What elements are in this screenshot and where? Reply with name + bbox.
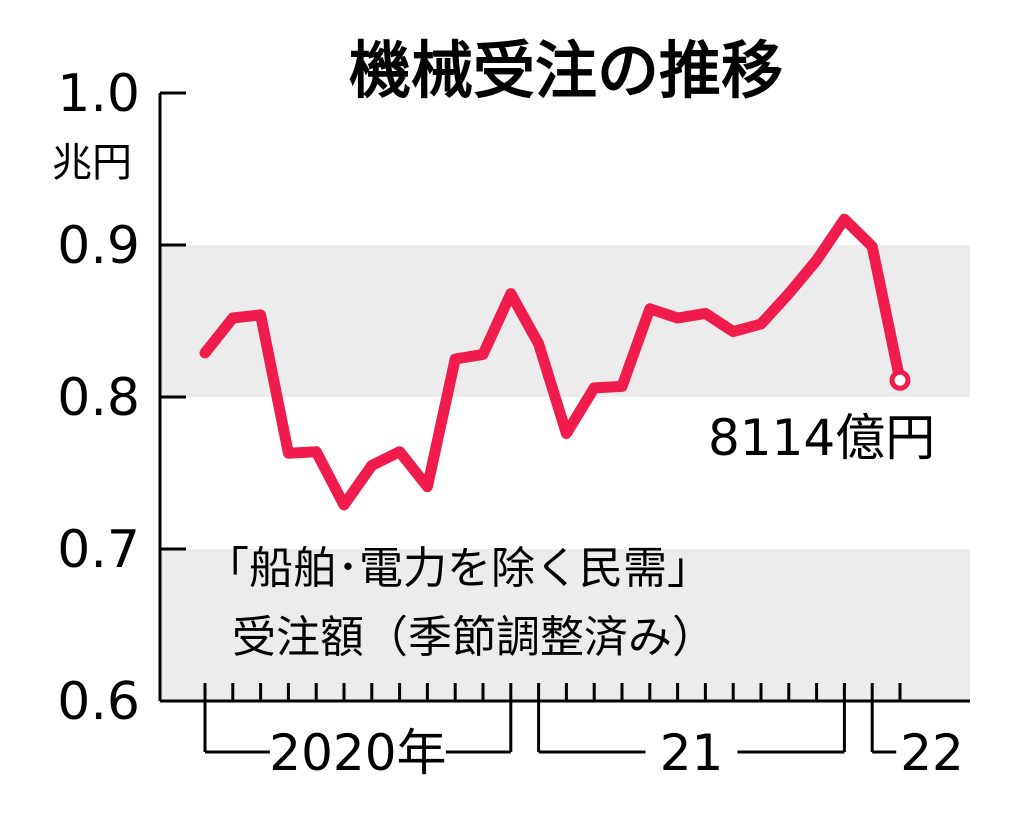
x-group-label-2: 22 bbox=[900, 724, 964, 782]
shaded-bands bbox=[160, 245, 970, 701]
x-group-0: 2020年 bbox=[203, 701, 513, 782]
y-axis-unit: 兆円 bbox=[52, 140, 132, 186]
last-data-point bbox=[889, 369, 911, 391]
note-line-2: 受注額（季節調整済み） bbox=[232, 612, 716, 663]
x-group-label-0: 2020年 bbox=[269, 724, 446, 782]
y-tick-label-3: 0.7 bbox=[57, 520, 140, 580]
chart-title: 機械受注の推移 bbox=[349, 34, 783, 107]
shaded-band-0 bbox=[160, 245, 970, 397]
y-tick-label-0: 1.0 bbox=[57, 64, 140, 124]
shaded-band-1 bbox=[160, 549, 970, 701]
x-group-label-1: 21 bbox=[660, 724, 724, 782]
y-tick-label-2: 0.8 bbox=[57, 368, 140, 428]
x-axis: 2020年 21 22 bbox=[160, 683, 970, 782]
y-tick-label-4: 0.6 bbox=[57, 672, 140, 732]
note-line-1: 「船舶･電力を除く民需」 bbox=[205, 543, 711, 594]
x-group-1: 21 bbox=[537, 701, 846, 782]
series-group bbox=[199, 213, 911, 511]
series-line-0 bbox=[199, 213, 906, 511]
last-point-label: 8114億円 bbox=[708, 409, 935, 467]
y-tick-label-1: 0.9 bbox=[57, 216, 140, 276]
x-group-2: 22 bbox=[870, 701, 964, 782]
y-axis: 1.0 0.9 0.8 0.7 0.6 bbox=[57, 64, 186, 732]
